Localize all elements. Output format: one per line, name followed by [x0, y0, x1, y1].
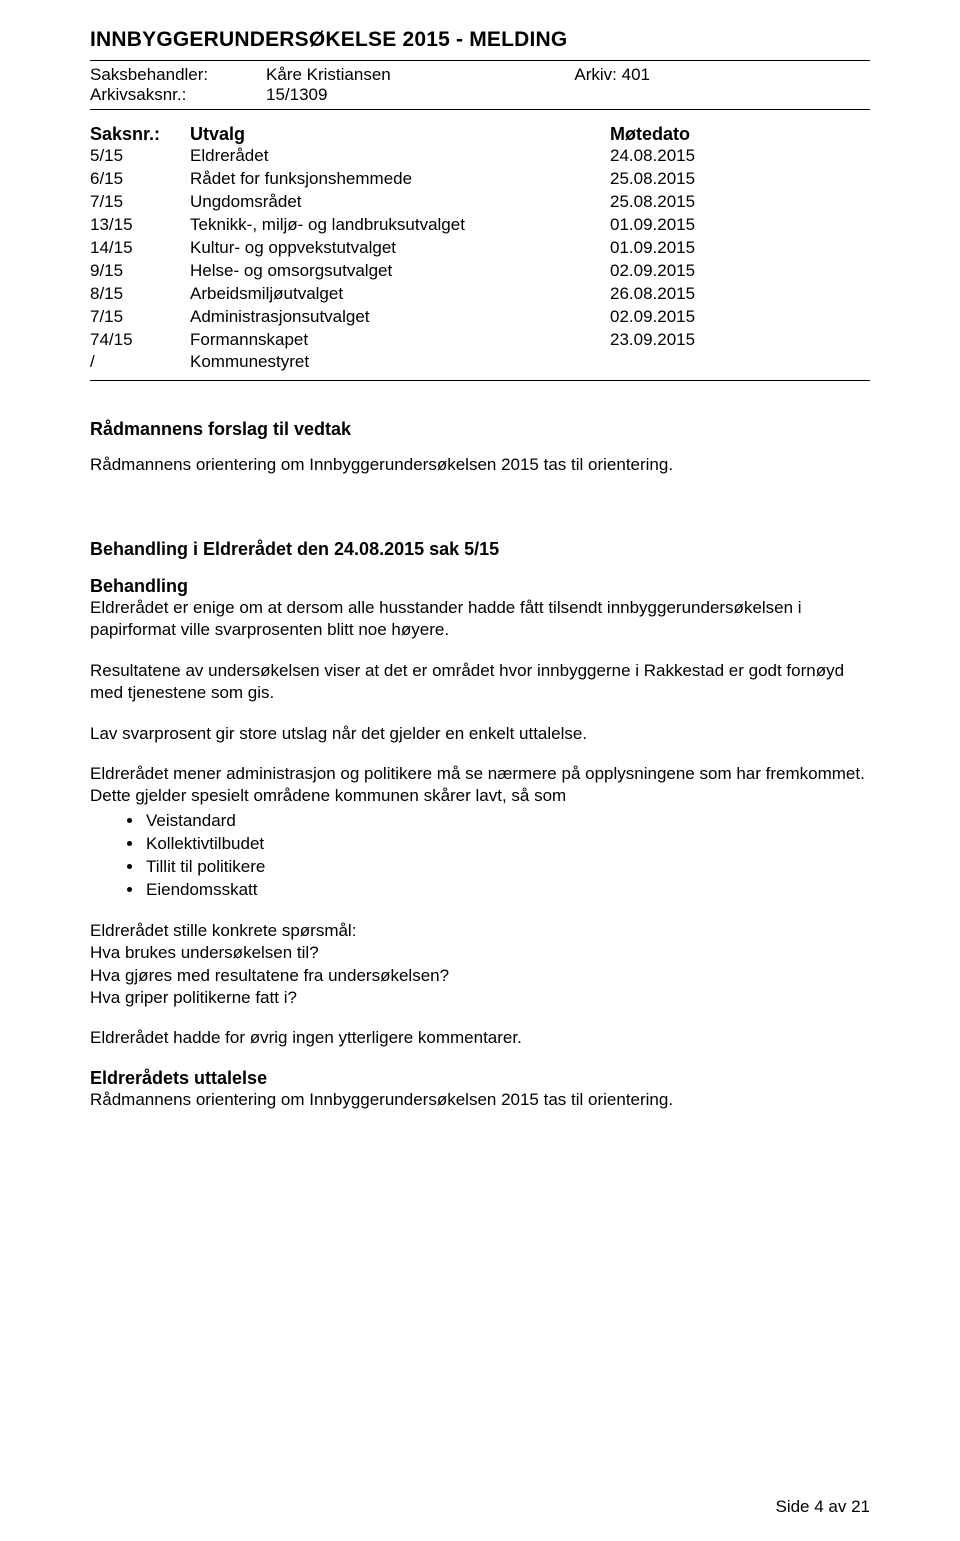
cell-utvalg: Arbeidsmiljøutvalget: [190, 283, 610, 306]
table-row: 13/15Teknikk-, miljø- og landbruksutvalg…: [90, 214, 870, 237]
table-row: 14/15Kultur- og oppvekstutvalget01.09.20…: [90, 237, 870, 260]
question: Hva gjøres med resultatene fra undersøke…: [90, 965, 870, 987]
table-row: /Kommunestyret: [90, 351, 870, 374]
cell-saksnr: 7/15: [90, 306, 190, 329]
meta-casefile-label: Arkivsaksnr.:: [90, 85, 266, 105]
cell-dato: 02.09.2015: [610, 260, 695, 283]
proposal-text: Rådmannens orientering om Innbyggerunder…: [90, 454, 870, 476]
cell-dato: 26.08.2015: [610, 283, 695, 306]
list-item: Tillit til politikere: [144, 856, 870, 879]
meta-arkiv: Arkiv: 401: [574, 65, 870, 85]
proposal-heading: Rådmannens forslag til vedtak: [90, 419, 870, 440]
cell-saksnr: 14/15: [90, 237, 190, 260]
table-row: 8/15Arbeidsmiljøutvalget26.08.2015: [90, 283, 870, 306]
meta-handler-label: Saksbehandler:: [90, 65, 266, 85]
cell-utvalg: Formannskapet: [190, 329, 610, 352]
cell-dato: 02.09.2015: [610, 306, 695, 329]
paragraph: Eldrerådet mener administrasjon og polit…: [90, 763, 870, 808]
cell-utvalg: Kommunestyret: [190, 351, 610, 374]
meta-row-handler: Saksbehandler: Kåre Kristiansen Arkiv: 4…: [90, 65, 870, 85]
case-meta: Saksbehandler: Kåre Kristiansen Arkiv: 4…: [90, 65, 870, 105]
table-row: 7/15Ungdomsrådet25.08.2015: [90, 191, 870, 214]
list-item: Kollektivtilbudet: [144, 833, 870, 856]
table-row: 6/15Rådet for funksjonshemmede25.08.2015: [90, 168, 870, 191]
cell-saksnr: 6/15: [90, 168, 190, 191]
cell-utvalg: Teknikk-, miljø- og landbruksutvalget: [190, 214, 610, 237]
cell-utvalg: Administrasjonsutvalget: [190, 306, 610, 329]
cell-dato: 01.09.2015: [610, 237, 695, 260]
meta-casefile-value: 15/1309: [266, 85, 327, 105]
closing-paragraph: Eldrerådet hadde for øvrig ingen ytterli…: [90, 1027, 870, 1049]
cell-saksnr: 5/15: [90, 145, 190, 168]
cell-utvalg: Kultur- og oppvekstutvalget: [190, 237, 610, 260]
cell-utvalg: Ungdomsrådet: [190, 191, 610, 214]
treatment-subheading: Behandling: [90, 576, 870, 597]
paragraph: Resultatene av undersøkelsen viser at de…: [90, 660, 870, 705]
cell-saksnr: /: [90, 351, 190, 374]
cell-utvalg: Helse- og omsorgsutvalget: [190, 260, 610, 283]
cell-dato: 24.08.2015: [610, 145, 695, 168]
paragraph: Eldrerådet er enige om at dersom alle hu…: [90, 597, 870, 642]
questions-intro: Eldrerådet stille konkrete spørsmål:: [90, 920, 870, 942]
meta-handler-value: Kåre Kristiansen: [266, 65, 391, 85]
cell-saksnr: 7/15: [90, 191, 190, 214]
header-utvalg: Utvalg: [190, 124, 610, 145]
page-title: INNBYGGERUNDERSØKELSE 2015 - MELDING: [90, 28, 870, 52]
cell-saksnr: 8/15: [90, 283, 190, 306]
table-row: 74/15Formannskapet23.09.2015: [90, 329, 870, 352]
meta-row-casefile: Arkivsaksnr.: 15/1309: [90, 85, 870, 105]
case-table-header: Saksnr.: Utvalg Møtedato: [90, 124, 870, 145]
header-saksnr: Saksnr.:: [90, 124, 190, 145]
cell-utvalg: Rådet for funksjonshemmede: [190, 168, 610, 191]
table-row: 9/15Helse- og omsorgsutvalget02.09.2015: [90, 260, 870, 283]
list-item: Eiendomsskatt: [144, 879, 870, 902]
list-item: Veistandard: [144, 810, 870, 833]
statement-heading: Eldrerådets uttalelse: [90, 1068, 870, 1089]
cell-saksnr: 74/15: [90, 329, 190, 352]
question: Hva griper politikerne fatt i?: [90, 987, 870, 1009]
case-table-body: 5/15Eldrerådet24.08.20156/15Rådet for fu…: [90, 145, 870, 374]
table-row: 5/15Eldrerådet24.08.2015: [90, 145, 870, 168]
statement-text: Rådmannens orientering om Innbyggerunder…: [90, 1089, 870, 1111]
cell-utvalg: Eldrerådet: [190, 145, 610, 168]
paragraph: Lav svarprosent gir store utslag når det…: [90, 723, 870, 745]
header-dato: Møtedato: [610, 124, 690, 145]
cell-dato: 25.08.2015: [610, 168, 695, 191]
cell-saksnr: 9/15: [90, 260, 190, 283]
cell-dato: 01.09.2015: [610, 214, 695, 237]
treatment-heading: Behandling i Eldrerådet den 24.08.2015 s…: [90, 539, 870, 560]
cell-saksnr: 13/15: [90, 214, 190, 237]
question: Hva brukes undersøkelsen til?: [90, 942, 870, 964]
bullet-list: VeistandardKollektivtilbudetTillit til p…: [90, 810, 870, 902]
cell-dato: 25.08.2015: [610, 191, 695, 214]
table-row: 7/15Administrasjonsutvalget02.09.2015: [90, 306, 870, 329]
divider: [90, 109, 870, 110]
divider: [90, 60, 870, 61]
page-footer: Side 4 av 21: [775, 1497, 870, 1517]
document-page: INNBYGGERUNDERSØKELSE 2015 - MELDING Sak…: [0, 0, 960, 1541]
cell-dato: 23.09.2015: [610, 329, 695, 352]
